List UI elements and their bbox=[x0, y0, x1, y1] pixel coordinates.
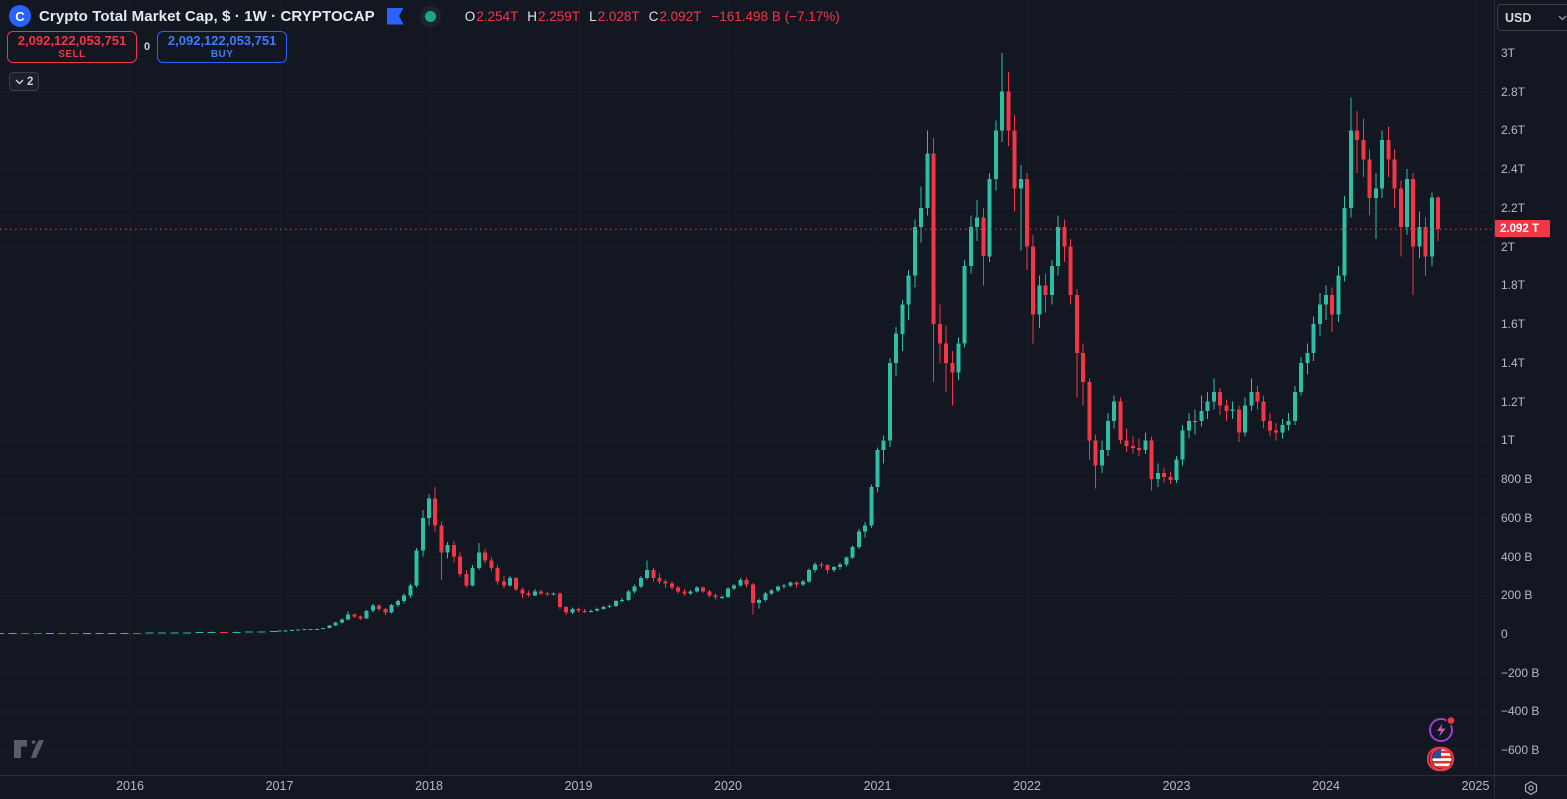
collapse-count: 2 bbox=[27, 75, 34, 88]
time-tick: 2020 bbox=[714, 779, 742, 793]
sell-label: SELL bbox=[58, 48, 86, 60]
price-tick: 2.6T bbox=[1501, 123, 1526, 138]
last-price-axis-label: 2.092 T bbox=[1495, 220, 1550, 238]
sell-price: 2,092,122,053,751 bbox=[17, 32, 127, 48]
cryptocap-logo-icon[interactable]: C bbox=[9, 5, 31, 27]
time-axis-divider bbox=[0, 775, 1567, 776]
lightning-alert-button[interactable] bbox=[1427, 714, 1457, 744]
ohlc-open-label: O bbox=[464, 8, 476, 24]
notification-dot bbox=[1446, 715, 1456, 726]
buy-button[interactable]: 2,092,122,053,751 BUY bbox=[157, 31, 288, 63]
us-flag-icon bbox=[1426, 746, 1455, 772]
ohlc-low-value: 2.028T bbox=[597, 8, 640, 24]
price-tick: 1.6T bbox=[1501, 317, 1526, 332]
time-tick: 2023 bbox=[1162, 779, 1191, 793]
ohlc-low-label: L bbox=[589, 8, 597, 24]
price-tick: 2.4T bbox=[1501, 162, 1526, 177]
legend-collapse-button[interactable]: 2 bbox=[9, 72, 40, 91]
buy-label: BUY bbox=[210, 48, 234, 60]
ohlc-high-label: H bbox=[527, 8, 538, 24]
axis-settings-button[interactable] bbox=[1516, 778, 1546, 797]
ohlc-high-value: 2.259T bbox=[538, 8, 581, 24]
price-tick: 800 B bbox=[1501, 472, 1533, 487]
chevron-down-icon bbox=[1558, 15, 1567, 20]
ohlc-values: O 2.254T H 2.259T L 2.028T C 2.092T −161.498… bbox=[465, 9, 840, 24]
price-tick: −400 B bbox=[1501, 704, 1540, 719]
ohlc-close-value: 2.092T bbox=[659, 8, 702, 24]
time-tick: 2025 bbox=[1461, 779, 1490, 793]
us-flag-button[interactable] bbox=[1426, 745, 1457, 775]
buy-price: 2,092,122,053,751 bbox=[167, 32, 277, 48]
time-tick: 2022 bbox=[1013, 779, 1041, 793]
price-tick: 3T bbox=[1501, 45, 1516, 60]
candles bbox=[0, 52, 1441, 635]
time-tick: 2024 bbox=[1312, 779, 1340, 793]
price-tick: 1.8T bbox=[1501, 278, 1526, 293]
candlestick-chart[interactable] bbox=[0, 0, 1494, 775]
ohlc-open-value: 2.254T bbox=[476, 8, 519, 24]
price-tick: 1.2T bbox=[1501, 394, 1526, 409]
flag-icon[interactable] bbox=[386, 7, 404, 25]
price-tick: 2T bbox=[1501, 239, 1516, 254]
price-axis-divider bbox=[1494, 0, 1495, 799]
price-tick: 1.4T bbox=[1501, 355, 1526, 370]
lightning-icon bbox=[1429, 715, 1456, 742]
time-tick: 2016 bbox=[116, 779, 144, 793]
gear-icon bbox=[1524, 780, 1538, 795]
grid-lines bbox=[0, 0, 1494, 775]
tradingview-logo[interactable] bbox=[14, 740, 44, 758]
buy-sell-panel: 2,092,122,053,751 SELL 0 2,092,122,053,7… bbox=[7, 31, 288, 63]
price-tick: 600 B bbox=[1501, 510, 1533, 525]
price-tick: 2.8T bbox=[1501, 84, 1526, 99]
price-tick: −600 B bbox=[1501, 743, 1540, 758]
chart-legend: C Crypto Total Market Cap, $ · 1W · CRYP… bbox=[9, 5, 840, 27]
price-tick: −200 B bbox=[1501, 665, 1540, 680]
price-tick: 400 B bbox=[1501, 549, 1533, 564]
time-tick: 2018 bbox=[415, 779, 443, 793]
time-tick: 2019 bbox=[564, 779, 593, 793]
time-axis[interactable]: 2016 2017 2018 2019 2020 2021 2022 2023 2024 2025 bbox=[0, 776, 1494, 799]
currency-selector[interactable]: USD bbox=[1497, 4, 1567, 31]
price-tick: 2.2T bbox=[1501, 200, 1526, 215]
time-tick: 2021 bbox=[863, 779, 892, 793]
price-axis[interactable]: USD 3T 2.8T 2.6T 2.4T 2.2T 2T 1.8T 1.6T 1.4T 1.2T… bbox=[1495, 0, 1567, 775]
time-tick: 2017 bbox=[265, 779, 294, 793]
price-tick: 0 bbox=[1501, 627, 1508, 641]
chevron-down-icon bbox=[15, 79, 24, 84]
price-tick: 1T bbox=[1501, 433, 1516, 448]
ohlc-change-value: −161.498 B (−7.17%) bbox=[711, 8, 840, 24]
currency-value: USD bbox=[1505, 10, 1532, 25]
ohlc-close-label: C bbox=[648, 8, 659, 24]
price-tick: 200 B bbox=[1501, 588, 1533, 603]
symbol-title[interactable]: Crypto Total Market Cap, $ · 1W · CRYPTO… bbox=[39, 7, 375, 25]
market-status-icon[interactable] bbox=[419, 5, 441, 27]
spread-value: 0 bbox=[144, 41, 151, 53]
sell-button[interactable]: 2,092,122,053,751 SELL bbox=[7, 31, 137, 63]
